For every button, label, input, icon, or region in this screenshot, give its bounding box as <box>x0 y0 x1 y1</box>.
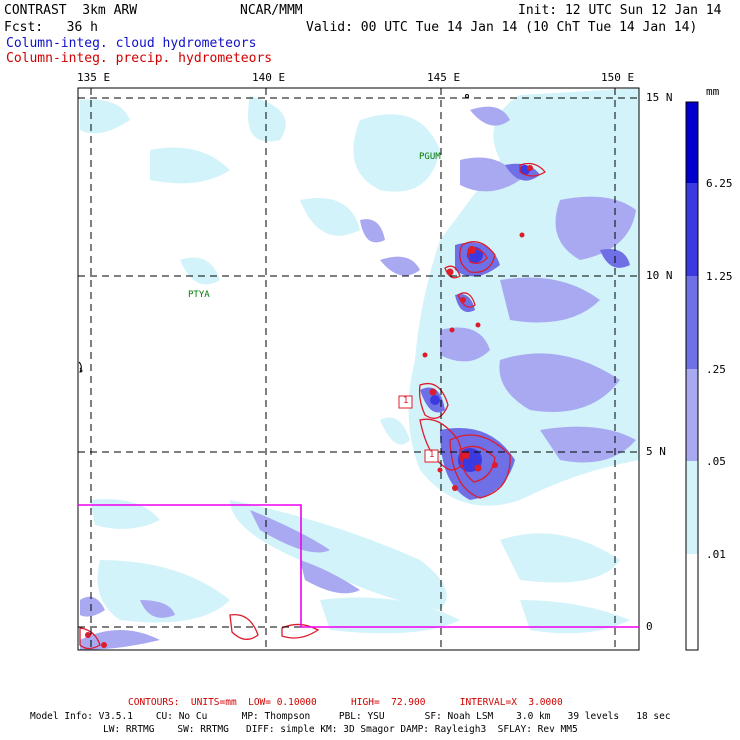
legend-level: 1.25 <box>706 270 733 283</box>
valid-time: Valid: 00 UTC Tue 14 Jan 14 (10 ChT Tue … <box>306 20 698 35</box>
coastline <box>78 94 469 373</box>
lat-label-5n: 5 N <box>646 445 666 458</box>
field-precip-label: Column-integ. precip. hydrometeors <box>6 51 273 66</box>
station-ptya: PTYA <box>188 290 210 300</box>
model-title: CONTRAST 3km ARW <box>4 3 138 18</box>
lat-label-0: 0 <box>646 620 653 633</box>
cloud-shade-medium <box>80 106 636 650</box>
lon-label-150: 150 E <box>601 71 635 84</box>
legend-level: 6.25 <box>706 177 733 190</box>
organization-label: NCAR/MMM <box>240 3 303 18</box>
init-time: Init: 12 UTC Sun 12 Jan 14 <box>518 3 722 18</box>
map-frame <box>77 87 640 651</box>
legend-level: .05 <box>706 455 726 468</box>
domain-boundary <box>78 504 639 628</box>
legend-colorbar <box>685 101 699 651</box>
contour-label-boxes <box>398 395 439 463</box>
lon-label-145: 145 E <box>427 71 461 84</box>
legend-unit: mm <box>706 85 720 98</box>
precip-dots <box>85 165 533 648</box>
contour-info: CONTOURS: UNITS=mm LOW= 0.10000 HIGH= 72… <box>128 697 563 708</box>
model-info-line2: LW: RRTMG SW: RRTMG DIFF: simple KM: 3D … <box>103 724 578 735</box>
field-cloud-label: Column-integ. cloud hydrometeors <box>6 36 257 51</box>
lon-label-140: 140 E <box>252 71 286 84</box>
forecast-hour: Fcst: 36 h <box>4 20 98 35</box>
lat-label-10n: 10 N <box>646 269 673 282</box>
station-pgum: PGUM <box>419 152 441 162</box>
lon-label-135: 135 E <box>77 71 111 84</box>
legend-level: .25 <box>706 363 726 376</box>
contour-label: 1 <box>429 450 435 460</box>
hydrometeor-field <box>78 88 639 650</box>
legend-level: .01 <box>706 548 726 561</box>
model-info-line1: Model Info: V3.5.1 CU: No Cu MP: Thompso… <box>30 711 671 722</box>
lat-label-15n: 15 N <box>646 91 673 104</box>
contour-label: 1 <box>403 396 409 406</box>
